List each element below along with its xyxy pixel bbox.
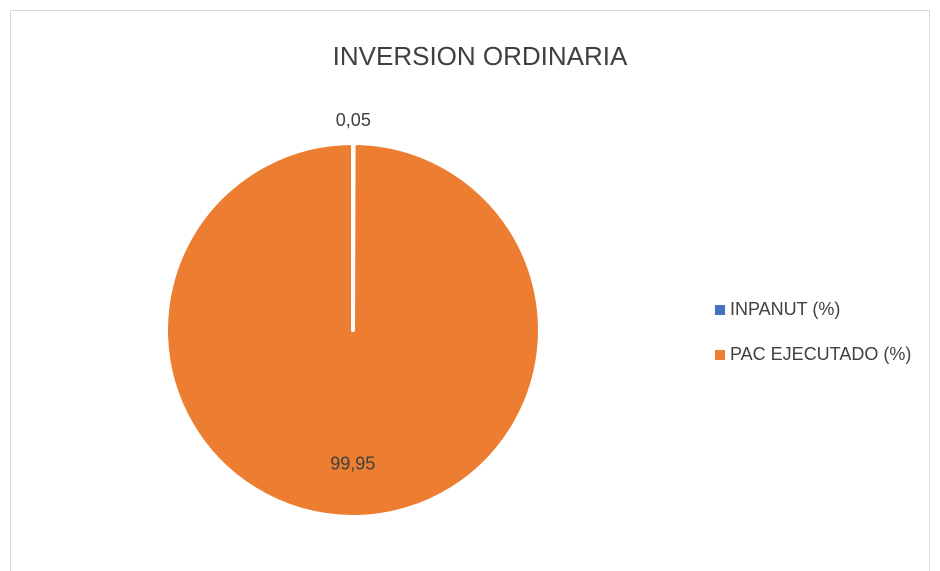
pie-slice (163, 141, 542, 519)
legend-label: PAC EJECUTADO (%) (730, 344, 911, 364)
legend-label: INPANUT (%) (730, 299, 840, 319)
legend-swatch (715, 350, 725, 360)
data-label: 0,05 (336, 110, 371, 130)
chart-title: INVERSION ORDINARIA (333, 41, 628, 71)
data-label: 99,95 (330, 453, 375, 473)
legend-swatch (715, 305, 725, 315)
